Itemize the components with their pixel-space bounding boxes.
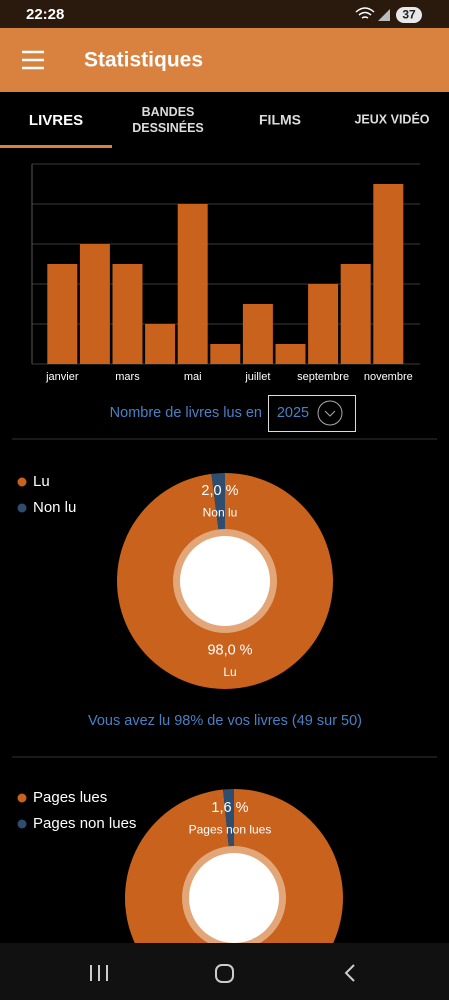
bar (79, 244, 110, 364)
signal-icon (378, 9, 390, 21)
legend-label: Lu (33, 473, 50, 490)
year-value: 2025 (277, 405, 309, 421)
app-bar (0, 28, 449, 92)
status-time: 22:28 (26, 6, 64, 23)
legend-swatch (17, 819, 27, 829)
year-dropdown[interactable] (268, 395, 356, 432)
pie-chart: 98,0 % Lu 2,0 % Non lu Lu Non lu (17, 473, 334, 689)
tab[interactable]: BANDES DESSINÉES (132, 105, 204, 135)
slice-label: Lu (223, 665, 236, 679)
bar (112, 264, 143, 364)
legend-label: Pages lues (33, 789, 107, 806)
app-title: Statistiques (84, 49, 203, 72)
slice-label: Non lu (203, 505, 238, 519)
bar (275, 344, 306, 364)
tab[interactable]: JEUX VIDÉO (354, 111, 429, 126)
status-bar (0, 0, 449, 28)
year-label: Nombre de livres lus en (110, 405, 262, 421)
legend-swatch (17, 477, 27, 487)
home-button[interactable] (215, 964, 234, 983)
bar (177, 204, 208, 364)
bar (242, 304, 273, 364)
slice-value-label: 2,0 % (201, 483, 238, 499)
slice-value-label: 98,0 % (207, 643, 252, 659)
back-button[interactable] (344, 964, 355, 982)
slice-value-label: 1,6 % (211, 800, 248, 816)
slice-label: Pages non lues (189, 822, 272, 836)
x-tick-label: novembre (364, 371, 413, 383)
x-tick-label: juillet (244, 371, 270, 383)
menu-button[interactable] (22, 50, 44, 70)
bar (145, 324, 176, 364)
battery-icon (396, 7, 422, 23)
legend-swatch (17, 793, 27, 803)
donut-hole (189, 853, 279, 943)
x-tick-label: mai (184, 371, 202, 383)
bar (210, 344, 241, 364)
bar (340, 264, 371, 364)
tab[interactable]: LIVRES (29, 112, 83, 129)
bar (373, 184, 404, 364)
bar (47, 264, 78, 364)
x-tick-label: janvier (45, 371, 79, 383)
tab[interactable]: FILMS (259, 112, 301, 128)
legend-label: Non lu (33, 499, 76, 516)
bar (308, 284, 339, 364)
tab-indicator (0, 145, 112, 148)
dropdown-chevron (324, 410, 336, 417)
wifi-icon (355, 7, 375, 19)
dropdown-icon (317, 400, 343, 426)
bar-chart: janvier mars mai juillet septembre novembre (31, 163, 420, 383)
recent-button[interactable] (90, 965, 108, 981)
tabs: LIVRES BANDES DESSINÉES FILMS JEUX VIDÉO (0, 105, 430, 148)
x-tick-label: mars (115, 371, 140, 383)
legend-label: Pages non lues (33, 815, 136, 832)
nav-bar (0, 943, 449, 1000)
x-tick-label: septembre (297, 371, 349, 383)
summary-text: Vous avez lu 98% de vos livres (49 sur 5… (88, 713, 362, 729)
donut-hole (180, 536, 270, 626)
battery-level: 37 (402, 8, 416, 22)
legend-swatch (17, 503, 27, 513)
